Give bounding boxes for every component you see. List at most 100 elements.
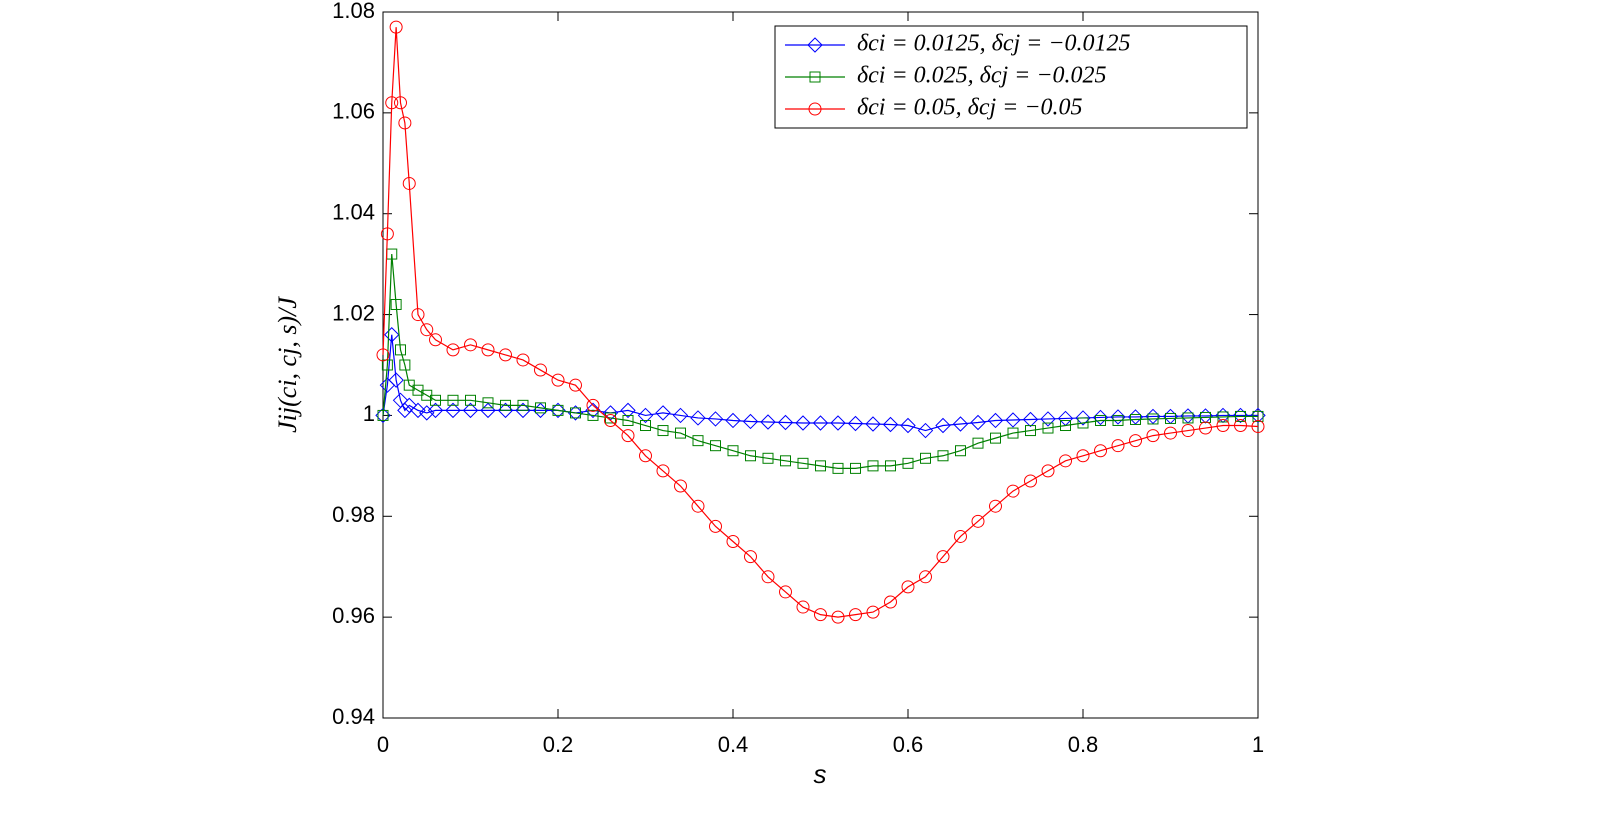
marker: [620, 402, 636, 419]
marker: [710, 440, 721, 452]
marker: [990, 432, 1001, 444]
marker: [499, 348, 512, 362]
marker: [1059, 454, 1072, 468]
marker: [989, 499, 1002, 513]
y-tick-label: 1.04: [332, 200, 375, 225]
y-tick-label: 1.02: [332, 300, 375, 325]
marker: [691, 499, 705, 513]
marker: [465, 394, 476, 406]
marker: [1252, 410, 1264, 422]
marker: [814, 608, 827, 622]
marker: [1075, 410, 1091, 426]
marker: [430, 394, 441, 406]
marker: [1181, 424, 1195, 438]
marker: [970, 414, 986, 431]
marker: [1025, 425, 1036, 437]
marker: [1077, 417, 1089, 429]
marker: [411, 308, 425, 322]
marker: [952, 416, 969, 432]
marker: [401, 397, 417, 414]
marker: [397, 402, 413, 419]
marker: [900, 417, 916, 434]
y-axis-label: Jij(ci, cj, s)/J: [273, 296, 302, 433]
marker: [481, 343, 495, 357]
marker: [390, 298, 402, 310]
marker: [419, 405, 435, 421]
marker: [376, 348, 390, 362]
marker: [779, 585, 792, 599]
marker: [420, 323, 434, 337]
legend-label: δci = 0.025, δcj = −0.025: [857, 63, 1107, 89]
marker: [954, 529, 967, 543]
marker: [385, 96, 399, 110]
marker: [516, 353, 530, 367]
marker: [1147, 413, 1159, 425]
marker: [832, 462, 844, 474]
marker: [640, 420, 651, 432]
marker: [885, 460, 896, 472]
series-line: [382, 254, 1258, 469]
marker: [690, 410, 706, 426]
marker: [796, 600, 810, 614]
marker: [675, 427, 686, 439]
marker: [1199, 421, 1212, 435]
marker: [807, 37, 823, 53]
marker: [972, 437, 984, 449]
marker: [1024, 474, 1037, 488]
x-tick-label: 1: [1252, 732, 1264, 757]
marker: [389, 20, 403, 34]
marker: [692, 435, 704, 447]
marker: [812, 415, 829, 431]
marker: [707, 411, 724, 427]
marker: [1040, 411, 1056, 427]
marker: [901, 580, 915, 594]
marker: [935, 417, 951, 434]
marker: [655, 405, 671, 421]
x-axis-label: s: [814, 759, 827, 789]
marker: [427, 402, 444, 419]
marker: [535, 402, 546, 414]
marker: [809, 71, 821, 83]
marker: [384, 327, 400, 343]
marker: [865, 416, 881, 432]
marker: [761, 570, 775, 584]
marker: [850, 462, 861, 474]
marker: [1251, 420, 1265, 434]
marker: [882, 416, 899, 433]
x-tick-label: 0.6: [893, 732, 924, 757]
marker: [1060, 420, 1071, 432]
marker: [585, 402, 601, 419]
marker: [657, 425, 669, 437]
marker: [1217, 411, 1229, 423]
marker: [1164, 426, 1177, 440]
marker: [745, 450, 756, 462]
marker: [808, 102, 822, 116]
x-tick-label: 0.4: [718, 732, 749, 757]
marker: [797, 457, 809, 469]
marker: [462, 402, 479, 419]
marker: [674, 479, 687, 493]
marker: [1146, 429, 1160, 443]
legend-label: δci = 0.05, δcj = −0.05: [857, 95, 1083, 121]
marker: [831, 610, 845, 624]
marker: [725, 412, 741, 429]
marker: [1130, 413, 1141, 425]
marker: [399, 359, 411, 371]
marker: [815, 460, 826, 472]
marker: [742, 413, 759, 430]
y-tick-label: 1.06: [332, 99, 375, 124]
marker: [395, 344, 406, 356]
marker: [429, 333, 442, 347]
marker: [377, 409, 389, 421]
marker: [394, 96, 407, 110]
marker: [464, 338, 477, 352]
marker: [866, 605, 880, 619]
marker: [1007, 427, 1019, 439]
marker: [1235, 410, 1246, 422]
marker: [621, 429, 635, 443]
marker: [760, 414, 776, 430]
legend-box: [774, 25, 1248, 129]
marker: [1216, 419, 1230, 433]
